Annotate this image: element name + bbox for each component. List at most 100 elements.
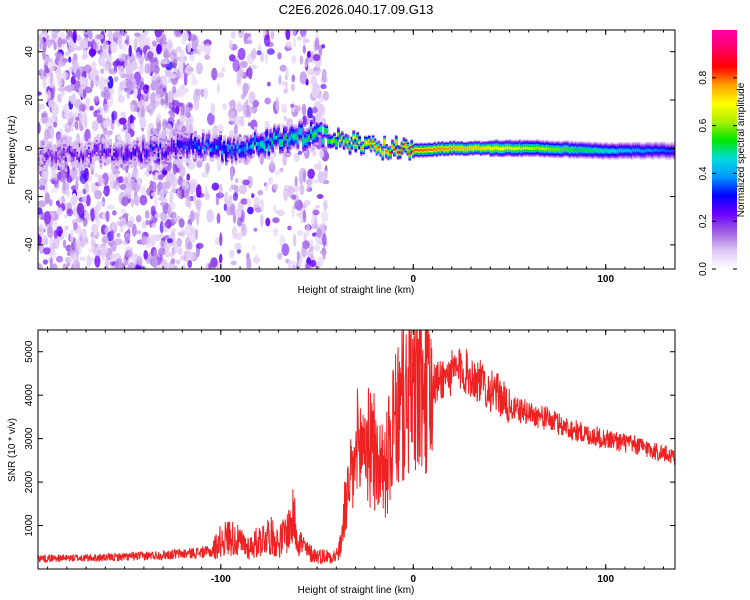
colorbar-tick-label: 0.0 (698, 262, 709, 276)
heatmap-noise (42, 169, 47, 183)
heatmap-noise (245, 40, 253, 45)
heatmap-noise (69, 253, 75, 265)
heatmap-noise (195, 242, 204, 249)
heatmap-noise (292, 37, 297, 48)
heatmap-ridge-cell (441, 147, 444, 150)
heatmap-ridge-cell (555, 148, 558, 151)
heatmap-noise (187, 259, 193, 269)
heatmap-noise (79, 256, 86, 261)
heatmap-noise (314, 83, 321, 97)
heatmap-ridge-cell (59, 152, 62, 157)
heatmap-noise (82, 217, 88, 227)
heatmap-ridge-cell (578, 148, 581, 152)
heatmap-noise (54, 51, 63, 58)
heatmap-noise (176, 46, 182, 53)
heatmap-ridge-cell (495, 146, 498, 150)
heatmap-ridge-cell (649, 149, 653, 152)
heatmap-ridge-cell (518, 146, 522, 150)
heatmap-noise (251, 193, 255, 199)
heatmap-noise (92, 41, 97, 52)
heatmap-noise (109, 266, 117, 269)
heatmap-noise (153, 196, 158, 209)
heatmap-noise (167, 90, 174, 103)
heatmap-noise (156, 189, 161, 196)
spectrogram-ticks: -100 0 100 -40 -20 0 20 40 (24, 30, 675, 285)
y-tick-label: -20 (24, 189, 35, 204)
heatmap-ridge-cell (408, 152, 412, 155)
heatmap-ridge-cell (66, 148, 70, 153)
heatmap-ridge-cell (325, 130, 329, 133)
heatmap-noise (79, 76, 87, 90)
heatmap-ridge-cell (364, 141, 367, 145)
heatmap-ridge-cell (383, 140, 386, 144)
heatmap-ridge-cell (311, 134, 315, 139)
heatmap-noise (312, 150, 317, 157)
heatmap-noise (97, 177, 105, 186)
heatmap-noise (314, 37, 320, 51)
heatmap-ridge-cell (38, 157, 41, 162)
heatmap-ridge-cell (134, 150, 137, 155)
heatmap-noise (161, 128, 167, 140)
heatmap-noise (253, 227, 258, 232)
x-tick-label: 100 (597, 274, 614, 285)
heatmap-noise (301, 103, 307, 116)
heatmap-ridge-cell (618, 148, 622, 152)
heatmap-ridge-cell (172, 144, 176, 149)
heatmap-noise (196, 160, 203, 168)
snr-frame (37, 329, 676, 570)
heatmap-ridge-cell (196, 144, 199, 149)
heatmap-noise (162, 118, 168, 130)
heatmap-noise (70, 43, 76, 48)
heatmap-noise (309, 245, 314, 252)
heatmap-ridge-cell (153, 145, 157, 150)
heatmap-ridge-cell (628, 149, 632, 152)
heatmap-noise (254, 253, 259, 265)
x-tick-label: 0 (410, 574, 416, 585)
heatmap-noise (125, 187, 131, 195)
heatmap-noise (111, 253, 117, 261)
heatmap-ridge-cell (45, 154, 49, 159)
heatmap-noise (159, 188, 165, 199)
heatmap-ridge-cell (113, 152, 116, 157)
heatmap-noise (187, 42, 192, 53)
heatmap-ridge-cell (437, 147, 441, 150)
heatmap-ridge-cell (489, 147, 493, 150)
heatmap-noise (153, 234, 161, 242)
heatmap-noise (302, 240, 310, 250)
heatmap-ridge-cell (213, 144, 217, 149)
heatmap-noise (307, 68, 315, 76)
heatmap-noise (82, 48, 88, 58)
heatmap-noise (90, 208, 95, 222)
heatmap-noise (127, 261, 136, 269)
heatmap-noise (38, 224, 45, 237)
heatmap-noise (126, 89, 131, 99)
heatmap-noise (181, 103, 185, 116)
heatmap-ridge-cell (371, 140, 375, 143)
heatmap-noise (181, 180, 190, 190)
heatmap-ridge-cell (601, 149, 605, 153)
heatmap-noise (159, 240, 167, 249)
heatmap-noise (324, 169, 328, 181)
heatmap-ridge-cell (481, 147, 485, 150)
heatmap-noise (117, 63, 124, 76)
heatmap-ridge-cell (269, 137, 273, 142)
heatmap-noise (57, 93, 62, 102)
heatmap-noise (113, 76, 119, 82)
y-tick-label: 0 (24, 145, 35, 151)
heatmap-noise (111, 112, 115, 124)
heatmap-noise (263, 34, 271, 47)
heatmap-noise (48, 244, 55, 257)
heatmap-ridge-cell (300, 129, 303, 134)
heatmap-noise (69, 111, 74, 119)
heatmap-noise (56, 200, 60, 207)
heatmap-noise (164, 91, 169, 105)
heatmap-noise (125, 232, 131, 241)
heatmap-noise (80, 117, 88, 124)
heatmap-noise (210, 102, 216, 116)
heatmap-ridge-cell (286, 141, 290, 145)
heatmap-noise (216, 157, 222, 172)
heatmap-noise (285, 258, 290, 264)
heatmap-ridge-cell (225, 151, 228, 156)
heatmap-ridge-cell (366, 141, 369, 145)
heatmap-noise (219, 253, 223, 264)
